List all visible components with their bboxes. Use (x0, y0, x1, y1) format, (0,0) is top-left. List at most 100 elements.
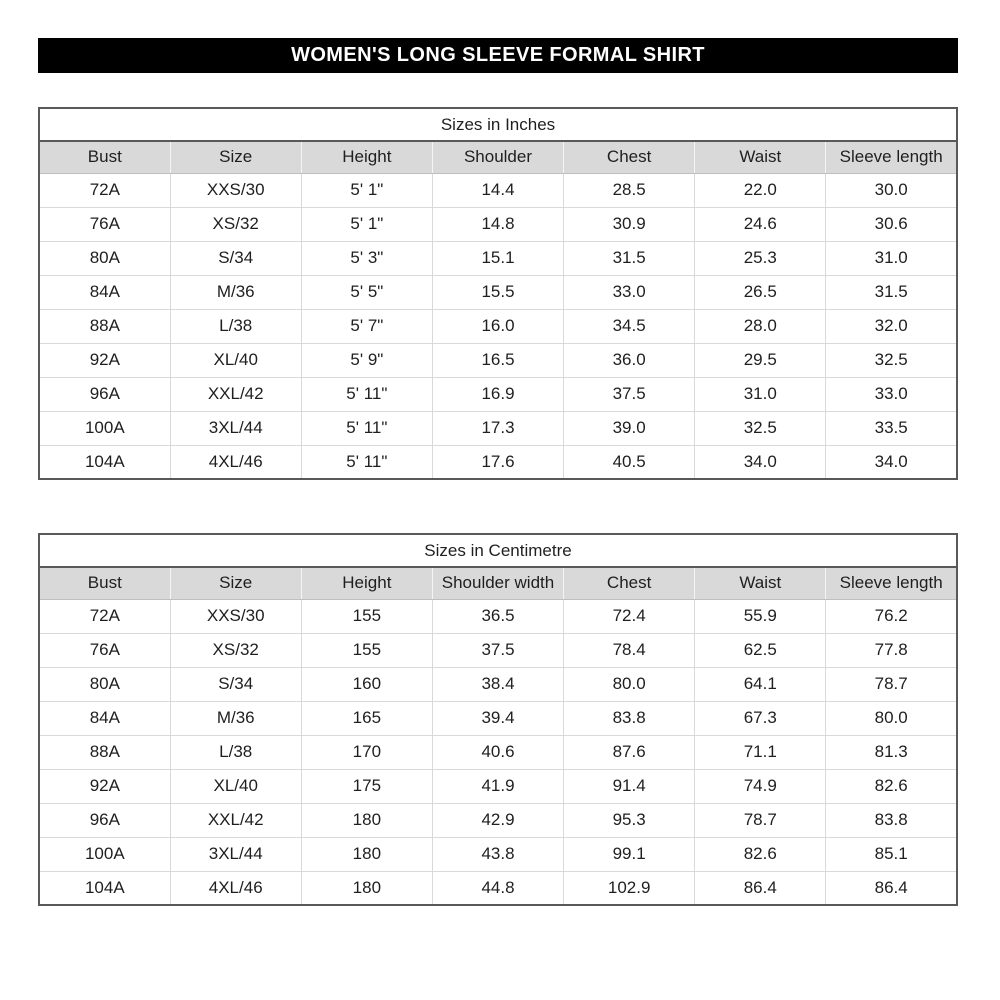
table-cell: 34.5 (563, 309, 696, 344)
table-cell: XS/32 (170, 633, 302, 668)
table-cell: 180 (301, 871, 433, 905)
table-cell: XXS/30 (170, 173, 302, 208)
table-cell: 72A (39, 173, 171, 208)
table-row: 88A L/38 5' 7" 16.0 34.5 28.0 32.0 (39, 309, 957, 344)
table-cell: 71.1 (694, 735, 827, 770)
table-row: 96A XXL/42 180 42.9 95.3 78.7 83.8 (39, 803, 957, 838)
table-cell: 16.9 (432, 377, 565, 412)
table-cell: 36.5 (432, 599, 565, 634)
table-row: 92A XL/40 175 41.9 91.4 74.9 82.6 (39, 769, 957, 804)
table-cell: 5' 11" (301, 411, 433, 446)
table-cell: 86.4 (874, 877, 908, 897)
table-cell: 37.5 (432, 633, 565, 668)
table-cell: 24.6 (694, 207, 827, 242)
table-cell: 15.5 (432, 275, 565, 310)
table-cell: 96A (39, 377, 171, 412)
table-row: 72A XXS/30 5' 1" 14.4 28.5 22.0 30.0 (39, 173, 957, 208)
table-cell: 15.1 (432, 241, 565, 276)
table-header-row: Bust Size Height Shoulder Chest Waist Sleeve l… (39, 141, 957, 174)
table-cell: 31.5 (825, 275, 957, 310)
table-cell: 30.9 (563, 207, 696, 242)
table-cell: XS/32 (170, 207, 302, 242)
table-title-row: Sizes in Centimetre (39, 534, 957, 568)
column-header: Bust (39, 141, 171, 174)
table-cell: 91.4 (563, 769, 696, 804)
table-cell: 30.0 (825, 173, 957, 208)
table-cell: 84A (39, 701, 171, 736)
table-title: Sizes in Inches (39, 108, 957, 142)
table-cell: 64.1 (694, 667, 827, 702)
table-cell: 82.6 (694, 837, 827, 872)
table-cell: 180 (301, 803, 433, 838)
table-cell: 78.7 (694, 803, 827, 838)
table-cell: 165 (301, 701, 433, 736)
table-cell: 5' 1" (301, 173, 433, 208)
table-cell: 55.9 (694, 599, 827, 634)
sizes-in-inches-table: Sizes in Inches Bust Size Height Shoulder Ch… (38, 107, 958, 480)
column-header: Sleeve length (825, 567, 957, 600)
table-cell: 40.5 (563, 445, 696, 479)
table-cell: 43.8 (432, 837, 565, 872)
column-header: Size (170, 567, 302, 600)
column-header: Height (301, 567, 433, 600)
table-cell: 155 (301, 599, 433, 634)
table-row: 80A S/34 5' 3" 15.1 31.5 25.3 31.0 (39, 241, 957, 276)
table-cell: 40.6 (432, 735, 565, 770)
table-cell: 29.5 (694, 343, 827, 378)
table-cell: 155 (301, 633, 433, 668)
table-cell: 38.4 (432, 667, 565, 702)
column-header: Height (301, 141, 433, 174)
table-row: 96A XXL/42 5' 11" 16.9 37.5 31.0 33.0 (39, 377, 957, 412)
table-cell: XXL/42 (170, 377, 302, 412)
table-cell: S/34 (170, 241, 302, 276)
table-cell: 80.0 (563, 667, 696, 702)
table-cell: 26.5 (694, 275, 827, 310)
column-header: Chest (563, 567, 696, 600)
sizes-in-centimetre-table: Sizes in Centimetre Bust Size Height Should… (38, 533, 958, 906)
table-cell: 170 (301, 735, 433, 770)
table-cell: 84A (39, 275, 171, 310)
table-cell: 81.3 (825, 735, 957, 770)
table-cell: 77.8 (825, 633, 957, 668)
table-cell: L/38 (170, 309, 302, 344)
table-cell: 76.2 (825, 599, 957, 634)
table-row: 88A L/38 170 40.6 87.6 71.1 81.3 (39, 735, 957, 770)
table-row: 84A M/36 165 39.4 83.8 67.3 80.0 (39, 701, 957, 736)
table-cell: 5' 7" (301, 309, 433, 344)
table-row: 76A XS/32 5' 1" 14.8 30.9 24.6 30.6 (39, 207, 957, 242)
table-cell: 34.0 (694, 445, 827, 479)
table-cell: S/34 (170, 667, 302, 702)
table-cell: 17.6 (432, 445, 565, 479)
table-cell: 3XL/44 (170, 837, 302, 872)
table-cell: 30.6 (825, 207, 957, 242)
table-cell: 25.3 (694, 241, 827, 276)
table-cell: XXS/30 (170, 599, 302, 634)
table-row: 104A 4XL/46 180 44.8 102.9 86.4 86.4 (39, 871, 957, 905)
table-cell: 88A (39, 735, 171, 770)
table-cell: 88A (39, 309, 171, 344)
table-cell: M/36 (170, 275, 302, 310)
table-cell: 14.8 (432, 207, 565, 242)
table-cell: 39.0 (563, 411, 696, 446)
table-cell: 5' 5" (301, 275, 433, 310)
table-cell: 76A (39, 633, 171, 668)
table-cell: 44.8 (432, 871, 565, 905)
table-body: 72A XXS/30 5' 1" 14.4 28.5 22.0 30.0 76A XS/32 5'… (39, 173, 957, 479)
table-title: Sizes in Centimetre (39, 534, 957, 568)
table-cell: 82.6 (825, 769, 957, 804)
table-row: 92A XL/40 5' 9" 16.5 36.0 29.5 32.5 (39, 343, 957, 378)
column-header: Bust (39, 567, 171, 600)
table-cell: 42.9 (432, 803, 565, 838)
table-cell: 32.0 (825, 309, 957, 344)
table-cell: 5' 11" (301, 445, 433, 479)
table-cell: 72A (39, 599, 171, 634)
table-cell: L/38 (170, 735, 302, 770)
table-cell: 31.0 (825, 241, 957, 276)
table-cell: 5' 1" (301, 207, 433, 242)
column-header: Size (170, 141, 302, 174)
table-row: 100A 3XL/44 180 43.8 99.1 82.6 85.1 (39, 837, 957, 872)
table-cell: XXL/42 (170, 803, 302, 838)
table-cell: 86.4 (694, 871, 827, 905)
table-cell: M/36 (170, 701, 302, 736)
table-cell: 180 (301, 837, 433, 872)
